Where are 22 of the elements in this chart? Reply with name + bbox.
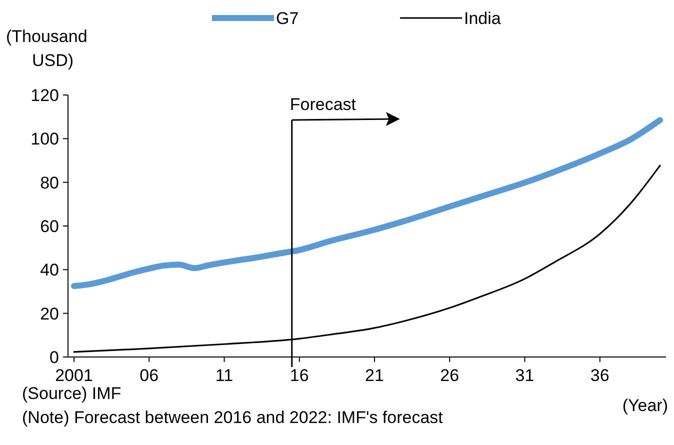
- x-tick-label: 36: [590, 366, 610, 385]
- text: (Note) Forecast between 2016 and 2022: IMF's forecast: [22, 408, 444, 427]
- legend-label: G7: [276, 9, 299, 28]
- x-tick-label: 11: [215, 366, 234, 385]
- x-tick-label: 06: [140, 366, 159, 385]
- y-axis-title: (Thousand USD): [6, 27, 88, 70]
- x-tick-label: 31: [515, 366, 534, 385]
- x-tick-label: 21: [365, 366, 384, 385]
- x-axis-title: (Year): [622, 396, 668, 415]
- ref-line-label: Forecast: [290, 95, 356, 114]
- y-tick-label: 100: [30, 130, 59, 149]
- y-tick-label: 60: [40, 217, 59, 236]
- legend-label: India: [464, 9, 502, 28]
- x-tick-label: 16: [290, 366, 309, 385]
- x-tick-label: 26: [440, 366, 460, 385]
- y-tick-label: 40: [40, 260, 59, 280]
- y-tick-label: 120: [30, 86, 59, 105]
- y-tick-label: 80: [40, 173, 59, 192]
- text: (Source) IMF: [22, 384, 122, 403]
- x-tick-label: 2001: [55, 366, 93, 385]
- y-tick-label: 20: [40, 304, 59, 324]
- y-tick-label: 0: [50, 348, 59, 367]
